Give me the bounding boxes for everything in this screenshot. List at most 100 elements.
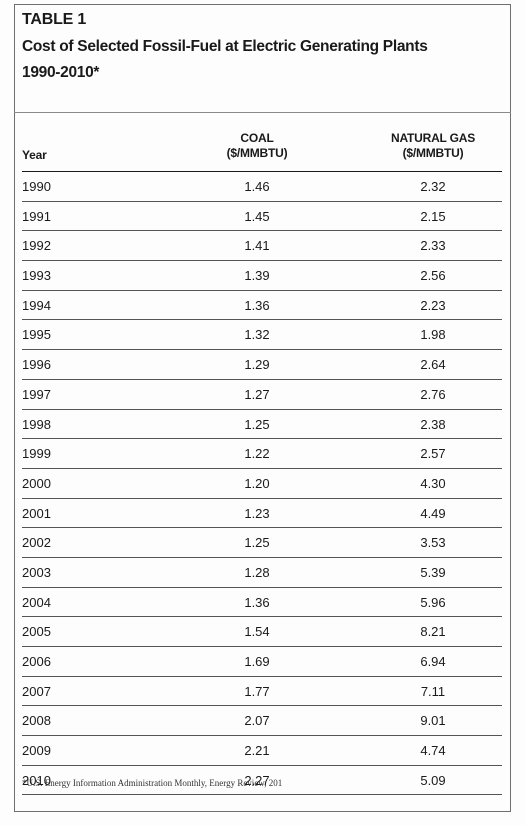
- column-header-coal: COAL ($/MMBTU): [194, 131, 320, 161]
- table-row: 2001 1.23 4.49: [22, 499, 502, 529]
- table-row: 1994 1.36 2.23: [22, 291, 502, 321]
- table-row: 2006 1.69 6.94: [22, 647, 502, 677]
- cell-year: 2009: [22, 743, 51, 759]
- cell-year: 2005: [22, 624, 51, 640]
- cell-coal: 1.54: [244, 624, 270, 640]
- table-row: 2007 1.77 7.11: [22, 677, 502, 707]
- column-header-gas-name: NATURAL GAS: [390, 131, 476, 145]
- cell-year: 2010: [22, 772, 51, 788]
- cell-coal: 1.32: [244, 327, 270, 343]
- cell-year: 1995: [22, 327, 51, 343]
- cell-coal: 1.23: [244, 505, 270, 521]
- table-row: 2005 1.54 8.21: [22, 617, 502, 647]
- table-row: 1995 1.32 1.98: [22, 320, 502, 351]
- cell-coal: 1.25: [244, 535, 270, 551]
- column-header-year: Year: [22, 148, 47, 162]
- cell-gas: 2.38: [420, 416, 446, 432]
- table-row: 1996 1.29 2.64: [22, 350, 502, 380]
- table-row: 1997 1.27 2.76: [22, 380, 502, 410]
- cell-year: 2002: [22, 535, 51, 551]
- table-row: 2003 1.28 5.39: [22, 558, 502, 588]
- table-row: 1992 1.41 2.33: [22, 231, 502, 262]
- cell-coal: 1.36: [244, 297, 270, 313]
- table-row: 1998 1.25 2.38: [22, 410, 502, 440]
- cell-year: 1994: [22, 297, 51, 313]
- cell-gas: 2.64: [420, 357, 446, 373]
- cell-year: 1992: [22, 238, 51, 254]
- table-row: 1990 1.46 2.32: [22, 172, 502, 202]
- cell-gas: 4.30: [420, 475, 446, 491]
- table-title-years: 1990-2010*: [22, 64, 100, 81]
- cell-coal: 1.20: [244, 475, 270, 491]
- cell-coal: 1.28: [244, 564, 270, 580]
- cell-year: 2006: [22, 654, 51, 669]
- cell-gas: 2.23: [420, 297, 446, 313]
- cell-coal: 2.27: [244, 772, 270, 788]
- table-row: 2008 2.07 9.01: [22, 706, 502, 737]
- table-row: 2009 2.21 4.74: [22, 736, 502, 766]
- cell-year: 2003: [22, 564, 51, 580]
- cell-coal: 1.41: [244, 238, 270, 254]
- table-body: 1990 1.46 2.32 1991 1.45 2.15 1992 1.41 2.33 1993…: [22, 172, 502, 796]
- table-title-text: Cost of Selected Fossil-Fuel at Electric…: [22, 38, 428, 55]
- cell-coal: 1.22: [244, 446, 270, 462]
- table-row: 1993 1.39 2.56: [22, 261, 502, 291]
- cell-year: 1991: [22, 208, 51, 224]
- cell-gas: 5.96: [420, 594, 446, 610]
- table-row: 2002 1.25 3.53: [22, 528, 502, 558]
- cell-year: 2000: [22, 475, 51, 491]
- table-label: TABLE 1: [22, 11, 87, 28]
- table-row: 1991 1.45 2.15: [22, 202, 502, 232]
- cell-year: 1997: [22, 386, 51, 402]
- table-row: 2010 2.27 5.09: [22, 766, 502, 796]
- column-headers: Year COAL ($/MMBTU) NATURAL GAS ($/MMBTU…: [22, 128, 502, 172]
- table-row: 2004 1.36 5.96: [22, 588, 502, 618]
- header-divider: [22, 171, 502, 172]
- cell-year: 1990: [22, 179, 51, 194]
- cell-gas: 2.15: [420, 208, 446, 224]
- cell-coal: 1.25: [244, 416, 270, 432]
- cell-gas: 8.21: [420, 624, 446, 640]
- cell-gas: 2.57: [420, 446, 446, 462]
- cell-coal: 1.29: [244, 357, 270, 373]
- cell-gas: 2.56: [420, 268, 446, 284]
- cell-coal: 2.21: [244, 743, 270, 759]
- cell-gas: 5.39: [420, 564, 446, 580]
- cell-coal: 1.77: [244, 683, 270, 699]
- cell-year: 2004: [22, 594, 51, 610]
- cell-year: 2008: [22, 713, 51, 729]
- cell-gas: 2.33: [420, 238, 446, 254]
- cell-gas: 2.32: [420, 179, 446, 194]
- cell-gas: 1.98: [420, 327, 446, 343]
- title-divider: [14, 112, 511, 113]
- cell-gas: 4.49: [420, 505, 446, 521]
- column-header-gas: NATURAL GAS ($/MMBTU): [368, 131, 498, 161]
- table-footnote: *U.S. Energy Information Administration …: [22, 778, 283, 788]
- cell-coal: 1.27: [244, 386, 270, 402]
- table-header: TABLE 1 Cost of Selected Fossil-Fuel at …: [22, 10, 512, 86]
- table-title: Cost of Selected Fossil-Fuel at Electric…: [22, 34, 507, 86]
- column-header-coal-name: COAL: [240, 131, 274, 145]
- table-row: 2000 1.20 4.30: [22, 469, 502, 499]
- table-row: 1999 1.22 2.57: [22, 439, 502, 469]
- cell-coal: 1.45: [244, 208, 270, 224]
- column-header-coal-unit: ($/MMBTU): [226, 146, 288, 160]
- cell-year: 1998: [22, 416, 51, 432]
- cell-year: 1996: [22, 357, 51, 373]
- column-header-gas-unit: ($/MMBTU): [402, 146, 464, 160]
- cell-gas: 9.01: [420, 713, 446, 729]
- cell-coal: 1.69: [244, 654, 270, 669]
- cell-gas: 5.09: [420, 772, 446, 788]
- cell-coal: 2.07: [244, 713, 270, 729]
- cell-year: 2001: [22, 505, 51, 521]
- cell-year: 1993: [22, 268, 51, 284]
- cell-coal: 1.46: [244, 179, 270, 194]
- cell-year: 1999: [22, 446, 51, 462]
- cell-year: 2007: [22, 683, 51, 699]
- cell-coal: 1.39: [244, 268, 270, 284]
- cell-gas: 3.53: [420, 535, 446, 551]
- cell-gas: 7.11: [420, 683, 446, 699]
- cell-gas: 2.76: [420, 386, 446, 402]
- table-frame: [14, 4, 511, 812]
